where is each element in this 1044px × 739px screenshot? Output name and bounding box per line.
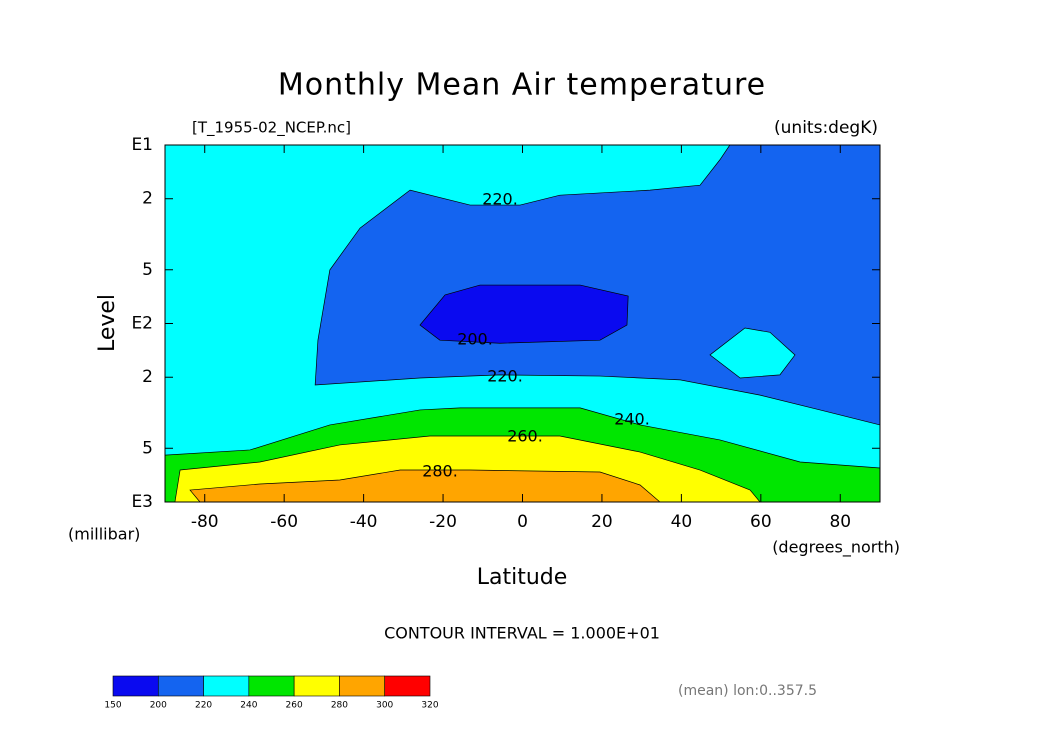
- contour-label: 200.: [457, 330, 493, 349]
- contour-interval: CONTOUR INTERVAL = 1.000E+01: [384, 624, 660, 643]
- x-axis-label: Latitude: [477, 565, 568, 590]
- y-tick-label: E2: [131, 314, 153, 334]
- colorbar-swatch: [293, 675, 340, 697]
- colorbar-swatch: [203, 675, 250, 697]
- colorbar-swatch: [384, 675, 431, 697]
- colorbar-label: 200: [150, 701, 167, 711]
- y-units: (millibar): [68, 525, 140, 544]
- contour-label: 240.: [614, 410, 650, 429]
- x-tick-label: 40: [671, 512, 693, 532]
- colorbar-label: 320: [421, 701, 438, 711]
- colorbar-label: 280: [331, 701, 348, 711]
- contour-label: 260.: [507, 427, 543, 446]
- x-tick-label: 80: [829, 512, 851, 532]
- subtitle: [T_1955-02_NCEP.nc]: [192, 119, 351, 138]
- y-tick-label: E3: [131, 492, 153, 512]
- footer: (mean) lon:0..357.5: [678, 683, 817, 699]
- contour-region: [709, 327, 796, 379]
- x-tick-label: -20: [429, 512, 457, 532]
- y-tick-label: 5: [142, 438, 153, 458]
- y-axis-label: Level: [95, 294, 120, 352]
- colorbar-label: 260: [286, 701, 303, 711]
- y-tick-label: 5: [142, 260, 153, 280]
- x-tick-label: -60: [270, 512, 298, 532]
- x-tick-label: 0: [517, 512, 528, 532]
- y-tick-label: 2: [142, 189, 153, 209]
- x-tick-label: -40: [350, 512, 378, 532]
- chart-title: Monthly Mean Air temperature: [278, 68, 766, 103]
- y-tick-label: E1: [131, 135, 153, 155]
- y-tick-label: 2: [142, 367, 153, 387]
- contour-label: 220.: [487, 367, 523, 386]
- colorbar-label: 300: [376, 701, 393, 711]
- contour-region: [419, 284, 629, 344]
- colorbar-label: 240: [240, 701, 257, 711]
- x-tick-label: 20: [591, 512, 613, 532]
- x-tick-label: 60: [750, 512, 772, 532]
- colorbar-swatch: [339, 675, 386, 697]
- colorbar-swatch: [248, 675, 295, 697]
- colorbar-label: 150: [104, 701, 121, 711]
- x-tick-label: -80: [191, 512, 219, 532]
- colorbar-swatch: [157, 675, 204, 697]
- x-units: (degrees_north): [772, 538, 900, 558]
- contour-label: 220.: [482, 190, 518, 209]
- units-label: (units:degK): [774, 118, 878, 138]
- contour-label: 280.: [422, 462, 458, 481]
- colorbar-label: 220: [195, 701, 212, 711]
- colorbar-swatch: [112, 675, 159, 697]
